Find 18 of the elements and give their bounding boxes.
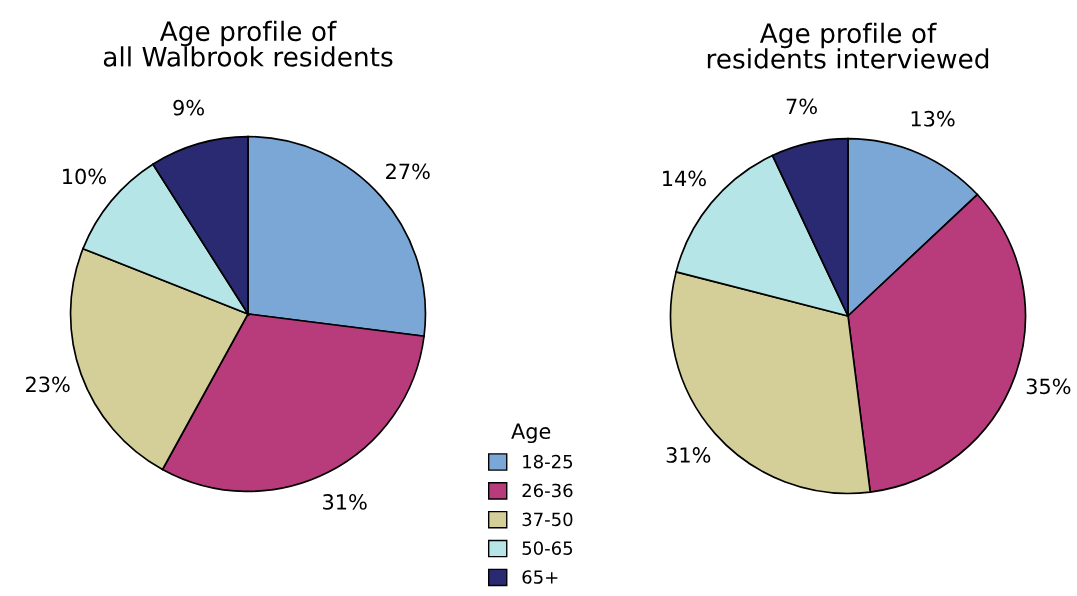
legend-label: 65+	[522, 570, 558, 584]
data-label: 10%	[63, 168, 106, 185]
chart-title: Age profile of all Walbrook residents	[103, 20, 393, 67]
data-label: 7%	[786, 98, 817, 115]
legend-label: 37-50	[522, 512, 573, 527]
data-label: 27%	[386, 163, 430, 180]
data-label: 31%	[666, 447, 711, 463]
legend-title: Age	[511, 423, 551, 444]
legend-label: 26-36	[522, 483, 573, 498]
data-label: 23%	[26, 376, 70, 393]
data-label: 13%	[911, 110, 955, 127]
legend-label: 50-65	[522, 541, 573, 555]
data-label: 14%	[663, 170, 706, 187]
chart-title: Age profile of residents interviewed	[707, 22, 989, 69]
data-label: 31%	[323, 494, 367, 510]
data-label: 35%	[1026, 378, 1071, 395]
legend-label: 18-25	[523, 454, 573, 469]
data-label: 9%	[173, 99, 204, 116]
